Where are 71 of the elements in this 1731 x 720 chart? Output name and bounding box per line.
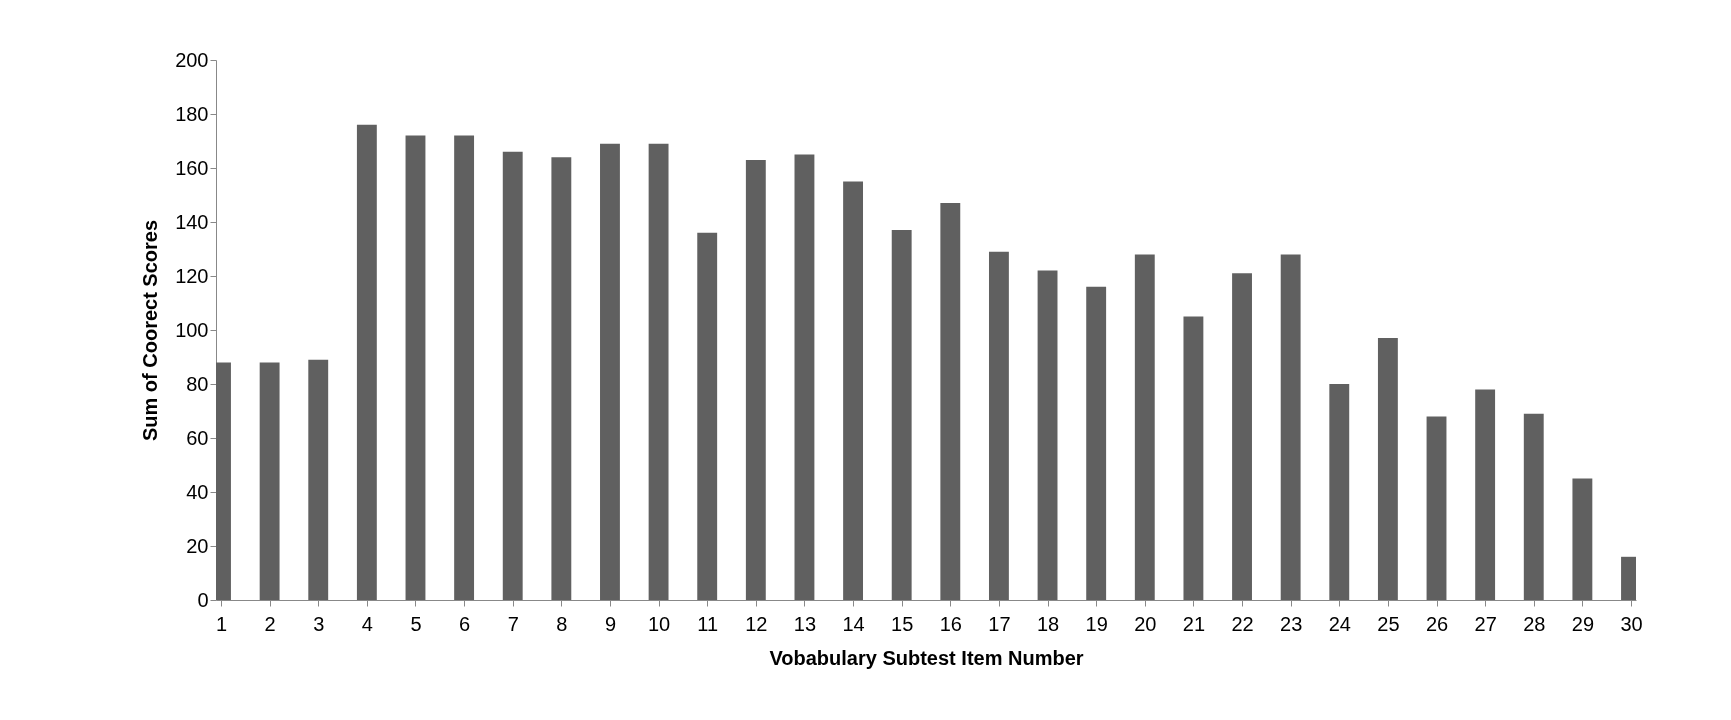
x-tick-label: 26 (1425, 612, 1449, 635)
y-tick-label: 100 (175, 318, 209, 341)
bar (697, 232, 718, 600)
x-tick-label: 11 (697, 612, 719, 635)
x-tick-label: 29 (1571, 612, 1594, 635)
x-tick-label: 16 (939, 612, 962, 635)
y-tick-label: 140 (175, 210, 209, 233)
bar (794, 154, 815, 600)
x-tick-label: 8 (556, 612, 568, 635)
x-axis-title: Vobabulary Subtest Item Number (769, 646, 1084, 669)
bar (1377, 338, 1398, 600)
x-tick-label: 15 (891, 612, 914, 635)
bar (648, 143, 669, 600)
x-tick-label: 28 (1523, 612, 1546, 635)
x-tick-label: 27 (1474, 612, 1497, 635)
x-tick-label: 1 (215, 612, 228, 635)
bar (940, 203, 961, 600)
y-tick-label: 80 (186, 372, 209, 395)
bar (1086, 286, 1107, 600)
x-tick-label: 30 (1620, 612, 1643, 635)
bar (308, 359, 329, 600)
x-tick-label: 19 (1085, 612, 1108, 635)
bar (1037, 270, 1058, 600)
x-tick-label: 2 (264, 612, 276, 635)
bar (891, 230, 912, 600)
bar (1329, 384, 1350, 600)
x-tick-label: 21 (1182, 612, 1206, 635)
bar (745, 159, 766, 600)
x-tick-label: 7 (507, 612, 519, 635)
x-tick-label: 10 (647, 612, 671, 635)
bar (843, 181, 864, 600)
x-tick-label: 17 (988, 612, 1011, 635)
bar (502, 151, 523, 600)
y-tick-label: 20 (186, 534, 209, 557)
y-axis-title: Sum of Coorect Scores (139, 219, 162, 442)
x-tick-label: 4 (361, 612, 373, 635)
bar (988, 251, 1009, 600)
y-tick-label: 60 (186, 426, 209, 449)
x-tick-label: 6 (459, 612, 471, 635)
bar (259, 362, 280, 600)
x-tick-label: 9 (604, 612, 617, 635)
x-tick-label: 25 (1377, 612, 1400, 635)
y-tick-label: 160 (175, 156, 209, 179)
bar (551, 157, 572, 600)
bar (454, 135, 475, 600)
y-tick-label: 40 (186, 480, 209, 503)
y-tick-label: 180 (175, 102, 209, 125)
x-tick-label: 3 (313, 612, 325, 635)
x-tick-label: 18 (1036, 612, 1060, 635)
x-tick-label: 20 (1134, 612, 1157, 635)
x-tick-label: 5 (410, 612, 422, 635)
x-tick-label: 24 (1328, 612, 1351, 635)
bar (1134, 254, 1155, 600)
x-tick-label: 12 (745, 612, 768, 635)
bar (1183, 316, 1204, 600)
bar (600, 143, 620, 600)
bar (1280, 254, 1301, 600)
x-tick-label: 22 (1231, 612, 1254, 635)
bar (356, 124, 377, 600)
bar (1572, 478, 1593, 600)
y-tick-label: 120 (175, 264, 209, 287)
x-tick-label: 13 (793, 612, 817, 635)
x-tick-label: 14 (842, 612, 865, 635)
y-tick-label: 200 (175, 48, 209, 71)
x-tick-label: 23 (1280, 612, 1303, 635)
bar (405, 135, 426, 600)
y-tick-label: 0 (197, 588, 209, 611)
bar (1475, 389, 1496, 600)
bar (1426, 416, 1447, 600)
bar (1523, 413, 1544, 600)
bar (1232, 273, 1252, 600)
